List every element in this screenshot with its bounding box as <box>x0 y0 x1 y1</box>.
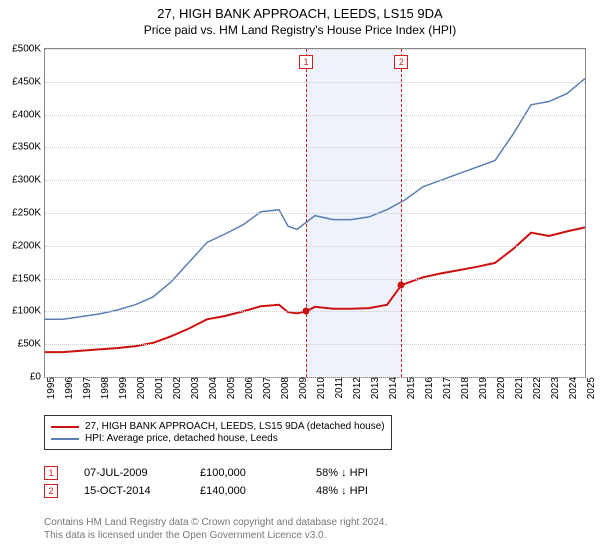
footer-line-1: Contains HM Land Registry data © Crown c… <box>44 516 387 529</box>
y-axis-label: £350K <box>12 142 45 153</box>
x-axis-label: 2014 <box>384 377 399 399</box>
legend-label: 27, HIGH BANK APPROACH, LEEDS, LS15 9DA … <box>85 421 385 432</box>
sales-table: 1 07-JUL-2009 £100,000 58% ↓ HPI 2 15-OCT-201… <box>44 462 368 502</box>
sale-price: £100,000 <box>200 467 290 479</box>
gridline <box>45 82 585 83</box>
sale-row-marker: 2 <box>44 484 58 498</box>
sale-marker-box: 1 <box>299 55 313 69</box>
footer-line-2: This data is licensed under the Open Gov… <box>44 529 387 542</box>
x-axis-label: 2019 <box>474 377 489 399</box>
chart-subtitle: Price paid vs. HM Land Registry's House … <box>0 21 600 37</box>
chart-legend: 27, HIGH BANK APPROACH, LEEDS, LS15 9DA … <box>44 415 392 450</box>
x-axis-label: 1997 <box>78 377 93 399</box>
x-axis-label: 2009 <box>294 377 309 399</box>
x-axis-label: 1998 <box>96 377 111 399</box>
sale-dot <box>398 282 405 289</box>
x-axis-label: 2001 <box>150 377 165 399</box>
legend-swatch <box>51 438 79 440</box>
gridline <box>45 311 585 312</box>
legend-item: HPI: Average price, detached house, Leed… <box>51 433 385 444</box>
y-axis-label: £400K <box>12 109 45 120</box>
y-axis-label: £150K <box>12 273 45 284</box>
gridline <box>45 213 585 214</box>
x-axis-label: 2024 <box>564 377 579 399</box>
sale-row-marker: 1 <box>44 466 58 480</box>
x-axis-label: 2004 <box>204 377 219 399</box>
x-axis-label: 2022 <box>528 377 543 399</box>
x-axis-label: 1999 <box>114 377 129 399</box>
chart-footer: Contains HM Land Registry data © Crown c… <box>44 516 387 542</box>
x-axis-label: 2025 <box>582 377 597 399</box>
y-axis-label: £200K <box>12 240 45 251</box>
sale-pct: 48% ↓ HPI <box>316 485 368 497</box>
sale-date: 15-OCT-2014 <box>84 485 174 497</box>
gridline <box>45 246 585 247</box>
x-axis-label: 2017 <box>438 377 453 399</box>
chart-plot-area: £0£50K£100K£150K£200K£250K£300K£350K£400… <box>44 48 586 378</box>
x-axis-label: 2007 <box>258 377 273 399</box>
legend-item: 27, HIGH BANK APPROACH, LEEDS, LS15 9DA … <box>51 421 385 432</box>
y-axis-label: £250K <box>12 208 45 219</box>
sale-date: 07-JUL-2009 <box>84 467 174 479</box>
x-axis-label: 2006 <box>240 377 255 399</box>
x-axis-label: 2000 <box>132 377 147 399</box>
gridline <box>45 49 585 50</box>
sale-marker-line <box>306 49 307 377</box>
sale-dot <box>303 308 310 315</box>
x-axis-label: 2005 <box>222 377 237 399</box>
x-axis-label: 2003 <box>186 377 201 399</box>
gridline <box>45 115 585 116</box>
x-axis-label: 1995 <box>42 377 57 399</box>
y-axis-label: £300K <box>12 175 45 186</box>
y-axis-label: £450K <box>12 76 45 87</box>
y-axis-label: £500K <box>12 44 45 55</box>
sale-price: £140,000 <box>200 485 290 497</box>
x-axis-label: 2015 <box>402 377 417 399</box>
gridline <box>45 344 585 345</box>
chart-title: 27, HIGH BANK APPROACH, LEEDS, LS15 9DA <box>0 0 600 21</box>
legend-swatch <box>51 426 79 428</box>
x-axis-label: 2012 <box>348 377 363 399</box>
gridline <box>45 180 585 181</box>
x-axis-label: 2018 <box>456 377 471 399</box>
x-axis-label: 2008 <box>276 377 291 399</box>
x-axis-label: 2011 <box>330 377 345 399</box>
x-axis-label: 2020 <box>492 377 507 399</box>
sale-marker-box: 2 <box>394 55 408 69</box>
sale-row: 1 07-JUL-2009 £100,000 58% ↓ HPI <box>44 466 368 480</box>
x-axis-label: 1996 <box>60 377 75 399</box>
x-axis-label: 2023 <box>546 377 561 399</box>
y-axis-label: £50K <box>18 339 45 350</box>
gridline <box>45 147 585 148</box>
x-axis-label: 2021 <box>510 377 525 399</box>
gridline <box>45 279 585 280</box>
x-axis-label: 2002 <box>168 377 183 399</box>
sale-marker-line <box>401 49 402 377</box>
sale-row: 2 15-OCT-2014 £140,000 48% ↓ HPI <box>44 484 368 498</box>
legend-label: HPI: Average price, detached house, Leed… <box>85 433 278 444</box>
sale-pct: 58% ↓ HPI <box>316 467 368 479</box>
y-axis-label: £100K <box>12 306 45 317</box>
x-axis-label: 2016 <box>420 377 435 399</box>
x-axis-label: 2010 <box>312 377 327 399</box>
x-axis-label: 2013 <box>366 377 381 399</box>
